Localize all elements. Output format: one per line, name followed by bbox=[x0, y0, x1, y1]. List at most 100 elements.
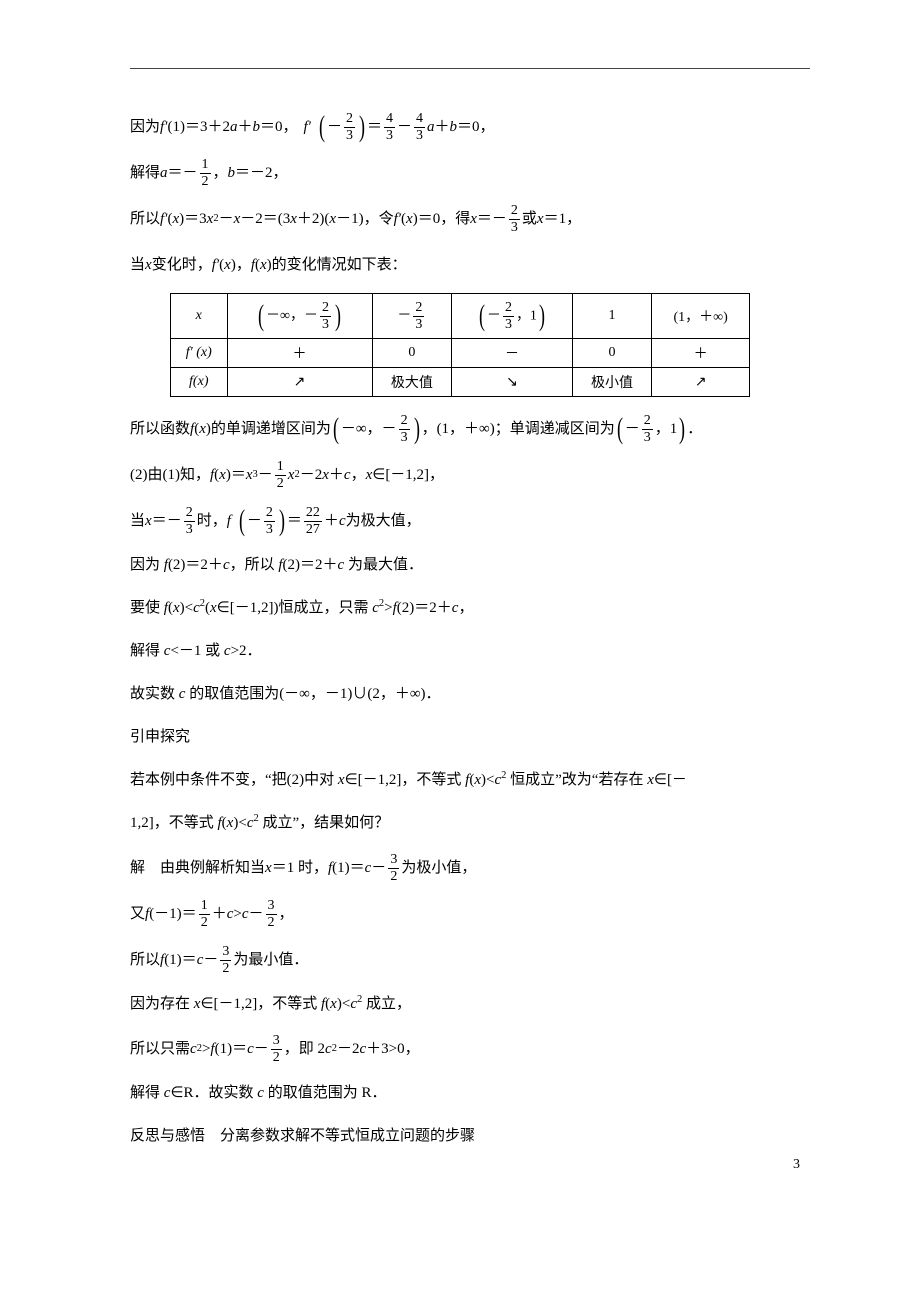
text: ＝－2， bbox=[235, 155, 288, 191]
var-c: c bbox=[339, 503, 346, 539]
text: ∈[－ bbox=[654, 772, 687, 788]
line-10: 解得 c<－1 或 c>2． bbox=[130, 635, 810, 668]
var-x: x bbox=[647, 772, 654, 788]
cell: 0 bbox=[572, 339, 652, 368]
line-6: (2)由(1)知， f ( x )＝ x3 － 12 x2 －2 x ＋ c ，… bbox=[130, 457, 810, 493]
text: > bbox=[233, 896, 241, 932]
text: 为极小值， bbox=[401, 850, 476, 886]
text: ＝0， bbox=[260, 109, 298, 145]
var-x: x bbox=[265, 850, 272, 886]
text: － bbox=[327, 109, 342, 145]
cell: 极小值 bbox=[572, 368, 652, 397]
line-16: 又 f (－1)＝ 12 ＋ c > c － 32 ， bbox=[130, 896, 810, 932]
fprime: f′ bbox=[160, 109, 167, 145]
cell: ＋ bbox=[652, 339, 750, 368]
text: ， bbox=[213, 155, 228, 191]
text: ∈R．故实数 bbox=[170, 1085, 257, 1101]
frac-2-3: 23 bbox=[509, 204, 520, 235]
text: 所以 bbox=[130, 942, 160, 978]
var-c: c bbox=[193, 600, 200, 616]
text: ＝1 时， bbox=[272, 850, 328, 886]
text: (1)＝3＋2 bbox=[167, 109, 230, 145]
line-13: 若本例中条件不变，“把(2)中对 x∈[－1,2]，不等式 f(x)<c2 恒成… bbox=[130, 764, 810, 797]
text: ， bbox=[279, 896, 294, 932]
text: > bbox=[384, 600, 392, 616]
text: 的取值范围为(－∞，－1)∪(2，＋∞)． bbox=[185, 686, 440, 702]
text: )＝3 bbox=[179, 201, 207, 237]
line-12: 引申探究 bbox=[130, 721, 810, 754]
line-4: 当 x 变化时， f′ ( x )， f ( x )的变化情况如下表： bbox=[130, 247, 810, 283]
text: )， bbox=[231, 247, 251, 283]
text: ＝－ bbox=[152, 503, 182, 539]
text: 1,2]，不等式 bbox=[130, 815, 218, 831]
text: 所以函数 bbox=[130, 411, 190, 447]
text: ， bbox=[351, 457, 366, 493]
var-x: x bbox=[172, 201, 179, 237]
text: ∈[－1,2]，不等式 bbox=[200, 996, 321, 1012]
line-14: 1,2]，不等式 f(x)<c2 成立”，结果如何？ bbox=[130, 807, 810, 840]
var-c: c bbox=[344, 457, 351, 493]
var-x: x bbox=[406, 201, 413, 237]
frac-4-3: 43 bbox=[414, 112, 425, 143]
text: ，(1，＋∞)；单调递减区间为 bbox=[422, 411, 615, 447]
th-pt2: 1 bbox=[572, 294, 652, 339]
var-a: a bbox=[427, 109, 435, 145]
frac-4-3: 43 bbox=[384, 112, 395, 143]
var-x: x bbox=[219, 457, 226, 493]
line-1: 因为 f′ (1)＝3＋2 a ＋ b ＝0， f′ ( － 23 ) ＝ 43… bbox=[130, 109, 810, 145]
frac-2-3: 23 bbox=[184, 506, 195, 537]
text: 当 bbox=[130, 503, 145, 539]
var-x: x bbox=[145, 503, 152, 539]
text: － bbox=[249, 896, 264, 932]
text: 解 由典例解析知当 bbox=[130, 850, 265, 886]
var-x: x bbox=[224, 247, 231, 283]
text: ＋ bbox=[212, 896, 227, 932]
var-c: c bbox=[365, 850, 372, 886]
text: 又 bbox=[130, 896, 145, 932]
line-5: 所以函数 f ( x )的单调递增区间为 ( －∞，－ 23 ) ，(1，＋∞)… bbox=[130, 411, 810, 447]
text: － bbox=[625, 411, 640, 447]
var-x: x bbox=[199, 411, 206, 447]
text: (1)＝ bbox=[332, 850, 365, 886]
text: 成立”，结果如何？ bbox=[259, 815, 389, 831]
var-b: b bbox=[252, 109, 260, 145]
var-x: x bbox=[234, 201, 241, 237]
text: (2)＝2＋ bbox=[397, 600, 452, 616]
line-3: 所以 f′ ( x )＝3 x2 － x －2＝(3 x ＋2)( x －1)，… bbox=[130, 201, 810, 237]
th-pt1: －23 bbox=[372, 294, 452, 339]
sign-table: x (－∞，－23) －23 (－23，1) 1 (1，＋∞) f′ (x) ＋… bbox=[170, 293, 750, 397]
text: ，即 2 bbox=[284, 1031, 325, 1067]
line-18: 因为存在 x∈[－1,2]，不等式 f(x)<c2 成立， bbox=[130, 988, 810, 1021]
text: (2)＝2＋ bbox=[283, 557, 338, 573]
text: － bbox=[371, 850, 386, 886]
var-x: x bbox=[210, 600, 217, 616]
var-x: x bbox=[470, 201, 477, 237]
text: ＝1， bbox=[544, 201, 582, 237]
text: ＝ bbox=[287, 503, 302, 539]
var-x: x bbox=[288, 457, 295, 493]
text: ＋2)( bbox=[297, 201, 330, 237]
text: >2． bbox=[231, 643, 262, 659]
var-x: x bbox=[173, 600, 180, 616]
text: 为最小值． bbox=[233, 942, 308, 978]
line-7: 当 x ＝－ 23 时， f ( － 23 ) ＝ 2227 ＋ c 为极大值， bbox=[130, 503, 810, 539]
line-21: 反思与感悟 分离参数求解不等式恒成立问题的步骤 bbox=[130, 1120, 810, 1153]
text: －2＝(3 bbox=[240, 201, 290, 237]
text: ＝ bbox=[367, 109, 382, 145]
top-rule bbox=[130, 68, 810, 69]
text: 的取值范围为 R． bbox=[264, 1085, 387, 1101]
var-x: x bbox=[322, 457, 329, 493]
text: －2 bbox=[337, 1031, 360, 1067]
table-row: f′ (x) ＋ 0 － 0 ＋ bbox=[171, 339, 750, 368]
text: ＋ bbox=[237, 109, 252, 145]
text: )< bbox=[233, 815, 246, 831]
th-int2: (－23，1) bbox=[452, 294, 572, 339]
var-c: c bbox=[197, 942, 204, 978]
var-c: c bbox=[242, 896, 249, 932]
text: (1)＝ bbox=[215, 1031, 248, 1067]
text: 故实数 bbox=[130, 686, 179, 702]
cell: 极大值 bbox=[372, 368, 452, 397]
text: － bbox=[203, 942, 218, 978]
line-15: 解 由典例解析知当 x ＝1 时， f (1)＝ c － 32 为极小值， bbox=[130, 850, 810, 886]
cell: ↘ bbox=[452, 368, 572, 397]
